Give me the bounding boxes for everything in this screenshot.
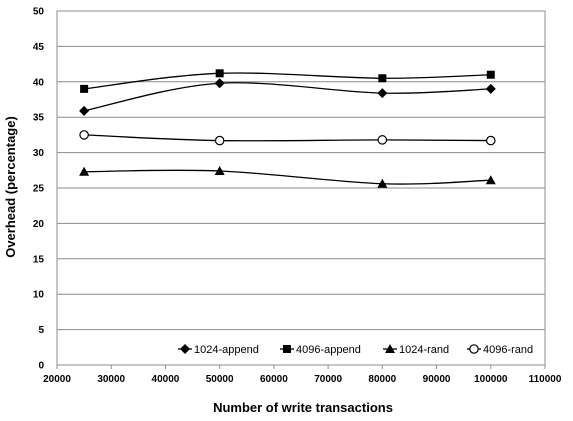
x-tick-label: 100000 bbox=[474, 374, 508, 385]
x-tick-label: 90000 bbox=[423, 374, 451, 385]
y-tick-label: 35 bbox=[33, 113, 45, 124]
data-point-4096-append bbox=[378, 74, 387, 83]
data-point-1024-append bbox=[214, 78, 225, 89]
data-point-1024-rand bbox=[377, 178, 388, 188]
series-line-4096-append bbox=[84, 72, 491, 90]
y-tick-label: 10 bbox=[33, 290, 45, 301]
x-tick-label: 20000 bbox=[43, 374, 71, 385]
y-tick-label: 40 bbox=[33, 77, 45, 88]
data-point-1024-rand bbox=[485, 175, 496, 185]
series-line-1024-append bbox=[83, 82, 491, 112]
series-line-4096-rand bbox=[84, 134, 491, 142]
legend-label-1024-rand: 1024-rand bbox=[399, 344, 449, 356]
y-tick-label: 15 bbox=[33, 254, 45, 265]
data-point-1024-rand bbox=[79, 166, 90, 176]
series-line-1024-rand bbox=[84, 169, 491, 185]
data-point-1024-rand bbox=[214, 166, 225, 176]
legend-marker-4096-rand bbox=[469, 344, 479, 354]
x-tick-label: 70000 bbox=[314, 374, 342, 385]
y-tick-label: 30 bbox=[33, 148, 45, 159]
data-point-4096-rand bbox=[214, 135, 225, 146]
x-tick-label: 30000 bbox=[97, 374, 125, 385]
data-point-1024-append bbox=[79, 105, 90, 116]
x-axis-title: Number of write transactions bbox=[213, 400, 393, 415]
x-tick-label: 60000 bbox=[260, 374, 288, 385]
y-tick-label: 5 bbox=[38, 325, 44, 336]
data-point-4096-append bbox=[486, 70, 495, 79]
plot-area bbox=[56, 10, 546, 366]
x-tick-label: 80000 bbox=[368, 374, 396, 385]
y-tick-label: 25 bbox=[33, 184, 45, 195]
y-tick-label: 20 bbox=[33, 219, 45, 230]
y-axis-title: Overhead (percentage) bbox=[3, 116, 18, 258]
legend-label-1024-append: 1024-append bbox=[194, 344, 259, 356]
legend-label-4096-append: 4096-append bbox=[296, 344, 361, 356]
data-point-1024-append bbox=[377, 88, 388, 99]
legend-marker-4096-append bbox=[283, 345, 291, 353]
y-tick-label: 45 bbox=[33, 42, 45, 53]
data-point-4096-rand bbox=[485, 135, 496, 146]
data-point-4096-append bbox=[80, 84, 89, 93]
data-point-4096-rand bbox=[377, 135, 388, 145]
data-point-1024-append bbox=[485, 83, 496, 94]
x-tick-label: 50000 bbox=[206, 374, 234, 385]
x-tick-label: 40000 bbox=[152, 374, 180, 385]
legend-label-4096-rand: 4096-rand bbox=[483, 344, 533, 356]
data-point-4096-rand bbox=[79, 130, 89, 140]
legend-marker-1024-rand bbox=[385, 344, 395, 353]
x-tick-label: 110000 bbox=[529, 374, 562, 385]
legend-marker-1024-append bbox=[180, 344, 190, 354]
data-point-4096-append bbox=[215, 69, 224, 78]
y-tick-label: 0 bbox=[38, 361, 44, 372]
y-tick-label: 50 bbox=[33, 7, 45, 18]
